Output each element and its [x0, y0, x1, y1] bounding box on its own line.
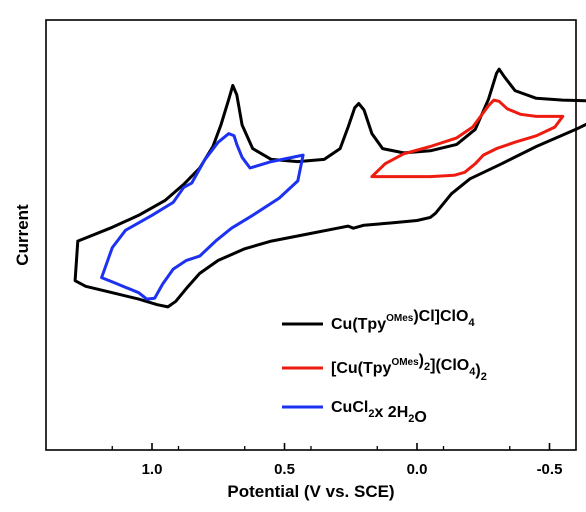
series-line-0 [73, 67, 586, 309]
x-tick-label-1: 0.5 [274, 461, 295, 478]
legend-label-2: CuCl2x 2H2O [331, 399, 427, 426]
legend-label-0: Cu(TpyOMes)Cl]ClO4 [331, 308, 475, 333]
x-axis-label: Potential (V vs. SCE) [227, 482, 394, 501]
x-tick-label-0: 1.0 [142, 461, 163, 478]
legend-label-1: [Cu(TpyOMes)2](ClO4)2 [331, 352, 487, 383]
x-tick-label-2: 0.0 [407, 461, 428, 478]
y-axis-label: Current [13, 204, 32, 266]
plot-frame [45, 19, 577, 451]
series-layer [73, 67, 586, 309]
x-axis-ticks: 1.0 0.5 0.0 -0.5 [111, 443, 563, 478]
series-line-2 [100, 132, 305, 301]
series-line-1 [370, 98, 565, 179]
x-tick-label-3: -0.5 [537, 461, 563, 478]
legend: Cu(TpyOMes)Cl]ClO4 [Cu(TpyOMes)2](ClO4)2 C… [282, 308, 487, 426]
